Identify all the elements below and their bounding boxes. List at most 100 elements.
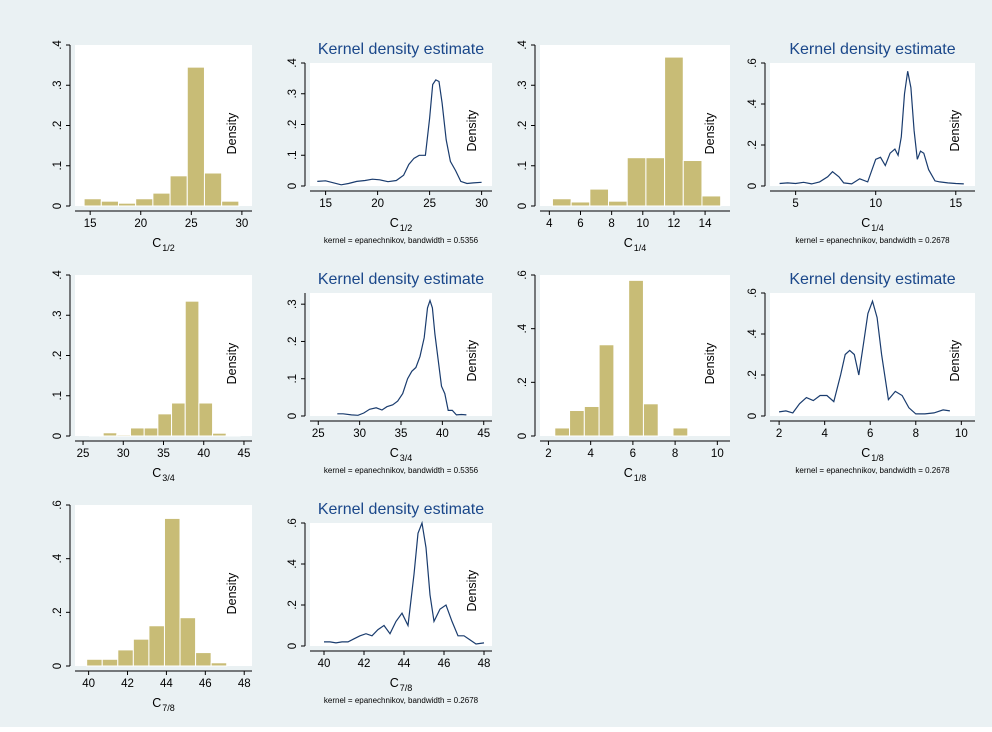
histogram-bar: [225, 434, 241, 437]
x-axis-title: C1/2: [152, 236, 175, 253]
y-tick-label: .2: [52, 608, 64, 618]
x-tick-label: 45: [238, 448, 251, 460]
histogram-bar: [221, 200, 240, 207]
histogram-bar: [642, 403, 659, 437]
histogram-bar: [203, 172, 223, 207]
x-tick-label: 46: [199, 678, 212, 690]
y-tick-label: .2: [52, 351, 64, 361]
y-tick-label: 0: [287, 183, 299, 189]
y-tick-label: .4: [52, 553, 64, 563]
y-tick-label: .4: [52, 270, 64, 280]
x-axis-title: C7/8: [152, 696, 175, 713]
x-tick-label: 15: [84, 218, 97, 230]
y-axis-title: Density: [465, 339, 479, 381]
x-tick-label: 2: [545, 448, 551, 460]
y-tick-label: .4: [517, 323, 529, 333]
x-axis-title: C3/4: [390, 446, 413, 463]
histogram-bar: [171, 402, 186, 437]
y-axis-title: Density: [225, 112, 239, 154]
histogram-bar: [135, 198, 154, 207]
y-tick-label: .2: [287, 600, 299, 610]
x-tick-label: 10: [636, 218, 649, 230]
histogram-bar: [88, 434, 104, 437]
x-tick-label: 10: [955, 428, 968, 440]
x-axis-title: C1/2: [390, 216, 413, 233]
kde-c-eighth-panel: 0 .2 .4 .6 2 4 6 8 10 Density C1/8 Kernel density e…: [747, 271, 975, 475]
y-tick-label: .4: [747, 99, 759, 109]
y-axis-title: Density: [465, 569, 479, 611]
y-tick-label: .4: [747, 329, 759, 339]
x-tick-label: 30: [117, 448, 130, 460]
plot-region: [310, 523, 492, 646]
x-axis-title: C1/4: [624, 236, 647, 253]
histogram-bar: [117, 202, 137, 207]
x-tick-label: 40: [82, 678, 95, 690]
y-tick-label: .2: [287, 337, 299, 347]
hist-c-half-panel: 0 .1 .2 .3 .4 15 20 25 30 Density C1/2: [52, 40, 252, 253]
histogram-bar: [86, 658, 103, 667]
x-tick-label: 2: [776, 428, 782, 440]
x-tick-label: 25: [423, 198, 436, 210]
x-tick-label: 14: [699, 218, 712, 230]
x-tick-label: 4: [546, 218, 553, 230]
histogram-bar: [198, 402, 214, 437]
histogram-bar: [626, 157, 647, 207]
y-tick-label: .3: [287, 89, 299, 99]
y-tick-label: .6: [747, 58, 759, 68]
x-tick-label: 42: [358, 658, 371, 670]
x-tick-label: 45: [477, 428, 490, 440]
histogram-bar: [152, 192, 171, 207]
x-axis-title: C1/8: [624, 466, 647, 483]
histogram-bar: [179, 617, 197, 667]
x-tick-label: 40: [197, 448, 210, 460]
y-tick-label: .6: [517, 270, 529, 280]
y-tick-label: .6: [52, 500, 64, 510]
y-tick-label: 0: [517, 433, 529, 439]
x-tick-label: 8: [672, 448, 678, 460]
hist-c-three-quarter-panel: 0 .1 .2 .3 .4 25 30 35 40 45 Density C3/4: [52, 270, 252, 483]
chart-title: Kernel density estimate: [789, 41, 955, 58]
y-tick-label: .6: [747, 288, 759, 298]
x-axis-title: C1/4: [861, 216, 884, 233]
histogram-bar: [589, 188, 610, 207]
histogram-bar: [157, 413, 173, 437]
x-tick-label: 6: [577, 218, 583, 230]
x-tick-label: 40: [318, 658, 331, 670]
x-tick-label: 42: [121, 678, 134, 690]
x-tick-label: 48: [478, 658, 491, 670]
y-tick-label: .2: [287, 120, 299, 130]
x-tick-label: 35: [157, 448, 170, 460]
y-tick-label: 0: [287, 643, 299, 649]
y-tick-label: .3: [287, 299, 299, 309]
histogram-bar: [101, 658, 119, 667]
x-axis-title: C7/8: [390, 676, 413, 693]
histogram-bar: [143, 427, 159, 437]
y-tick-label: .1: [287, 374, 299, 384]
x-tick-label: 15: [949, 198, 962, 210]
x-tick-label: 30: [235, 218, 248, 230]
plot-region: [75, 275, 252, 436]
chart-title: Kernel density estimate: [318, 271, 484, 288]
histogram-bar: [169, 175, 188, 207]
histogram-bar: [100, 200, 119, 207]
y-axis-title: Density: [948, 339, 962, 381]
x-tick-label: 20: [371, 198, 384, 210]
y-tick-label: 0: [747, 413, 759, 419]
x-axis-title: C3/4: [152, 466, 175, 483]
histogram-bar: [102, 432, 118, 437]
hist-c-seven-eighth-panel: 0 .2 .4 .6 40 42 44 46 48 Density C7/8: [52, 500, 252, 713]
histogram-bar: [672, 427, 689, 437]
x-tick-label: 4: [821, 428, 828, 440]
histogram-bar: [186, 66, 205, 207]
y-axis-title: Density: [948, 109, 962, 151]
y-tick-label: .2: [517, 378, 529, 388]
chart-title: Kernel density estimate: [789, 271, 955, 288]
x-tick-label: 44: [160, 678, 173, 690]
x-tick-label: 25: [185, 218, 198, 230]
kernel-note: kernel = epanechnikov, bandwidth = 0.535…: [324, 236, 479, 245]
histogram-bar: [554, 427, 571, 437]
histogram-bar: [195, 652, 212, 667]
histogram-bar: [664, 56, 684, 207]
